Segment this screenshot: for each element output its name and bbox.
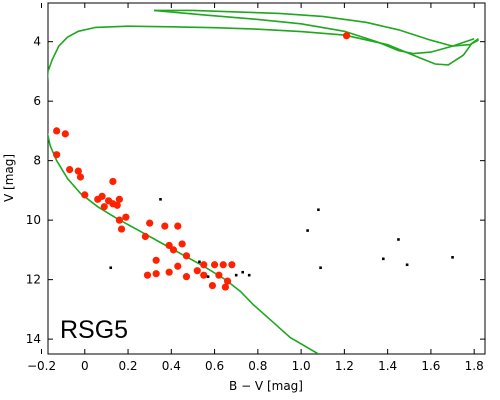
member-star-point	[169, 246, 178, 254]
field-star-point	[109, 266, 113, 270]
member-star-point	[115, 216, 123, 224]
member-star-point	[228, 261, 236, 269]
field-star-point	[397, 238, 400, 241]
member-star-point	[115, 195, 123, 203]
member-star-point	[182, 252, 191, 260]
x-tick-label: 1.6	[421, 359, 440, 373]
member-star-point	[210, 261, 219, 269]
isochrone-main-sequence	[48, 25, 479, 72]
member-star-point	[165, 241, 173, 250]
field-star-point	[234, 273, 238, 277]
field-star-point	[382, 257, 385, 261]
x-tick-label: 0.8	[248, 359, 267, 373]
y-tick-label: 4	[33, 35, 41, 49]
y-tick-label: 14	[26, 332, 41, 346]
annotation-label: RSG5	[60, 316, 128, 344]
field-star-point	[317, 208, 320, 212]
member-star-point	[200, 271, 208, 279]
member-star-point	[98, 192, 106, 200]
field-star-point	[247, 273, 251, 277]
member-star-point	[109, 177, 117, 186]
x-tick-label: 1.8	[465, 359, 484, 373]
x-tick-label: −0.2	[27, 359, 56, 373]
field-star-point	[306, 229, 309, 232]
data-points	[53, 32, 454, 291]
x-axis-label: B − V [mag]	[229, 379, 303, 393]
y-tick-label: 8	[33, 154, 41, 168]
field-star-point	[319, 266, 322, 270]
member-star-point	[152, 270, 160, 278]
x-axis-ticks: −0.2 0 0.2 0.4 0.6 0.8 1.0 1.2 1.4 1.6 1.8	[27, 3, 484, 373]
x-tick-label: 1.0	[292, 359, 311, 373]
member-star-point	[221, 283, 229, 291]
member-star-point	[200, 261, 208, 269]
field-star-point	[159, 198, 162, 201]
member-star-point	[100, 203, 108, 211]
y-axis-ticks: 4 6 8 10 12 14	[26, 35, 485, 346]
member-star-point	[146, 219, 154, 227]
member-star-point	[178, 240, 186, 248]
member-star-point	[182, 273, 191, 281]
isochrone-curves	[48, 9, 479, 354]
member-star-point	[113, 201, 121, 209]
isochrone-giant-lower	[153, 9, 475, 55]
member-star-point	[152, 256, 160, 264]
x-tick-label: 0	[81, 359, 89, 373]
isochrone-giant-upper	[154, 9, 479, 47]
member-star-point	[215, 271, 223, 279]
member-star-point	[174, 222, 182, 230]
y-axis-label: V [mag]	[2, 154, 16, 202]
y-tick-label: 10	[26, 213, 41, 227]
member-star-point	[219, 261, 227, 269]
member-star-point	[117, 225, 126, 233]
x-tick-label: 1.4	[378, 359, 397, 373]
member-star-point	[161, 222, 169, 230]
member-star-point	[76, 173, 85, 181]
member-star-point	[74, 167, 82, 175]
field-star-point	[198, 260, 201, 264]
member-star-point	[223, 277, 232, 285]
x-tick-label: 0.2	[118, 359, 137, 373]
member-star-point	[174, 262, 182, 270]
field-star-point	[405, 263, 409, 267]
plot-frame	[47, 2, 486, 355]
member-star-point	[122, 213, 130, 221]
x-tick-label: 0.4	[162, 359, 181, 373]
member-star-point	[66, 165, 74, 174]
member-star-point	[81, 191, 89, 199]
member-star-point	[141, 232, 149, 241]
x-tick-label: 0.6	[205, 359, 224, 373]
member-star-point	[143, 271, 152, 279]
y-tick-label: 6	[33, 94, 41, 108]
field-star-point	[206, 275, 210, 278]
member-star-point	[53, 127, 61, 135]
field-star-point	[451, 256, 454, 259]
member-star-point	[208, 281, 217, 290]
member-star-point	[61, 130, 69, 138]
member-star-point	[193, 267, 201, 275]
member-star-point	[342, 32, 351, 40]
member-star-point	[53, 151, 61, 159]
isochrone-lower-branch	[48, 71, 319, 354]
x-tick-label: 1.2	[335, 359, 354, 373]
member-star-point	[165, 268, 173, 276]
field-star-point	[241, 270, 245, 274]
y-tick-label: 12	[26, 273, 41, 287]
